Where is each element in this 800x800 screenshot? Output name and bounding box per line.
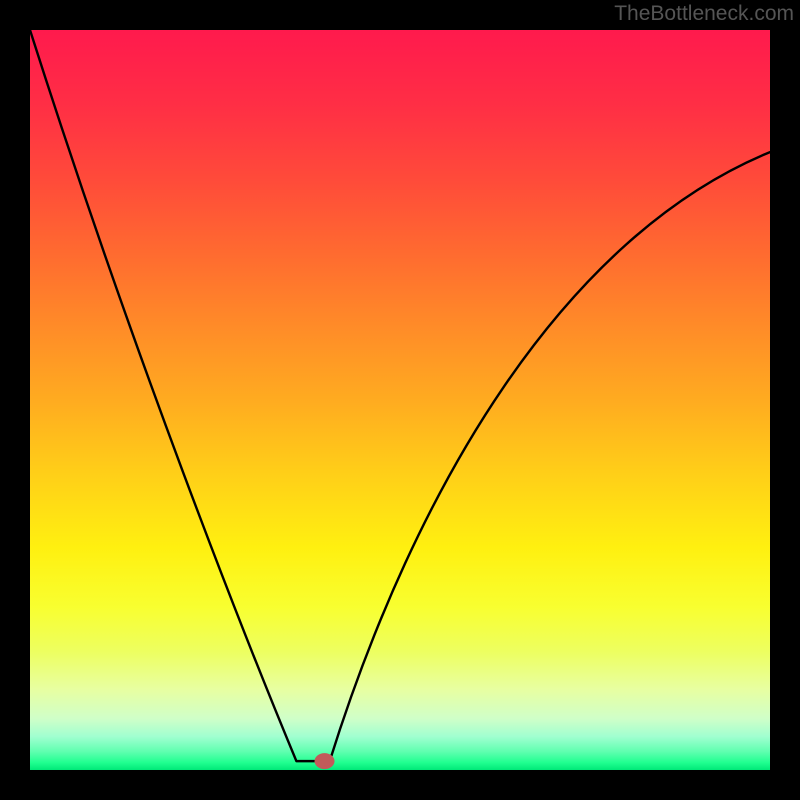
plot-area	[30, 30, 770, 770]
bottleneck-curve	[30, 30, 770, 770]
watermark-text: TheBottleneck.com	[614, 2, 794, 26]
optimum-marker	[315, 753, 335, 769]
chart-container: TheBottleneck.com	[0, 0, 800, 800]
